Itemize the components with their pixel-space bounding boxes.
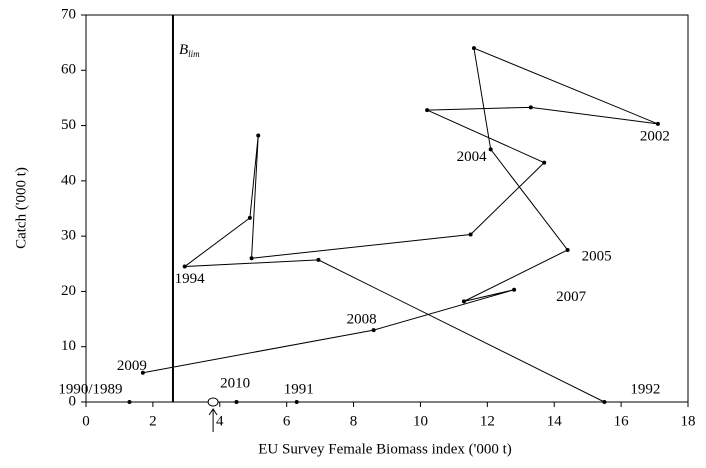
x-tick-label: 4 xyxy=(216,413,224,429)
line xyxy=(142,47,659,403)
point xyxy=(247,215,252,220)
x-tick-label: 0 xyxy=(82,413,90,429)
point xyxy=(249,256,254,261)
annotation: 2005 xyxy=(582,248,612,264)
x-tick-label: 18 xyxy=(681,413,696,429)
point xyxy=(425,108,430,113)
annotation: 1991 xyxy=(284,381,314,397)
y-tick-label: 30 xyxy=(61,228,76,244)
y-tick-label: 40 xyxy=(61,172,76,188)
point xyxy=(565,247,570,252)
annotation: 1994 xyxy=(175,271,206,287)
open-point xyxy=(207,397,219,407)
point xyxy=(256,133,261,138)
arrow xyxy=(208,408,218,432)
point xyxy=(316,257,321,262)
annotation: 2009 xyxy=(117,358,147,374)
x-tick-label: 8 xyxy=(350,413,358,429)
point xyxy=(471,46,476,51)
point xyxy=(371,328,376,333)
y-tick-label: 0 xyxy=(69,393,77,409)
point xyxy=(182,264,187,269)
point xyxy=(468,232,473,237)
annotation: 2008 xyxy=(347,312,377,328)
y-tick-label: 60 xyxy=(61,62,76,78)
point xyxy=(461,299,466,304)
point xyxy=(655,121,660,126)
plot-frame xyxy=(85,14,689,403)
annotation: 2010 xyxy=(220,375,250,391)
x-tick-label: 6 xyxy=(283,413,291,429)
reference-label-sub: lim xyxy=(188,49,200,59)
reference-label-main: B xyxy=(179,42,188,58)
annotation: 2007 xyxy=(556,289,587,305)
point xyxy=(542,160,547,165)
x-tick-label: 2 xyxy=(149,413,157,429)
x-tick-label: 14 xyxy=(547,413,563,429)
y-axis-title: Catch ('000 t) xyxy=(13,167,29,249)
reference-label: Blim xyxy=(179,42,200,59)
point xyxy=(294,400,299,404)
annotation: 2004 xyxy=(457,149,488,165)
point xyxy=(140,370,145,375)
x-tick-label: 12 xyxy=(480,413,495,429)
x-axis-title: EU Survey Female Biomass index ('000 t) xyxy=(258,441,512,457)
y-tick-label: 50 xyxy=(61,117,76,133)
point xyxy=(234,400,239,404)
point xyxy=(528,105,533,110)
annotation: 2002 xyxy=(640,128,670,144)
point xyxy=(602,400,607,404)
annotation: 1990/1989 xyxy=(58,381,122,397)
x-tick-label: 16 xyxy=(614,413,630,429)
x-tick-label: 10 xyxy=(413,413,428,429)
point xyxy=(512,287,517,292)
point xyxy=(127,400,132,404)
annotation: 1992 xyxy=(630,381,660,397)
y-tick-label: 70 xyxy=(61,6,76,22)
y-tick-label: 20 xyxy=(61,283,76,299)
y-tick-label: 10 xyxy=(61,338,76,354)
point xyxy=(488,147,493,152)
